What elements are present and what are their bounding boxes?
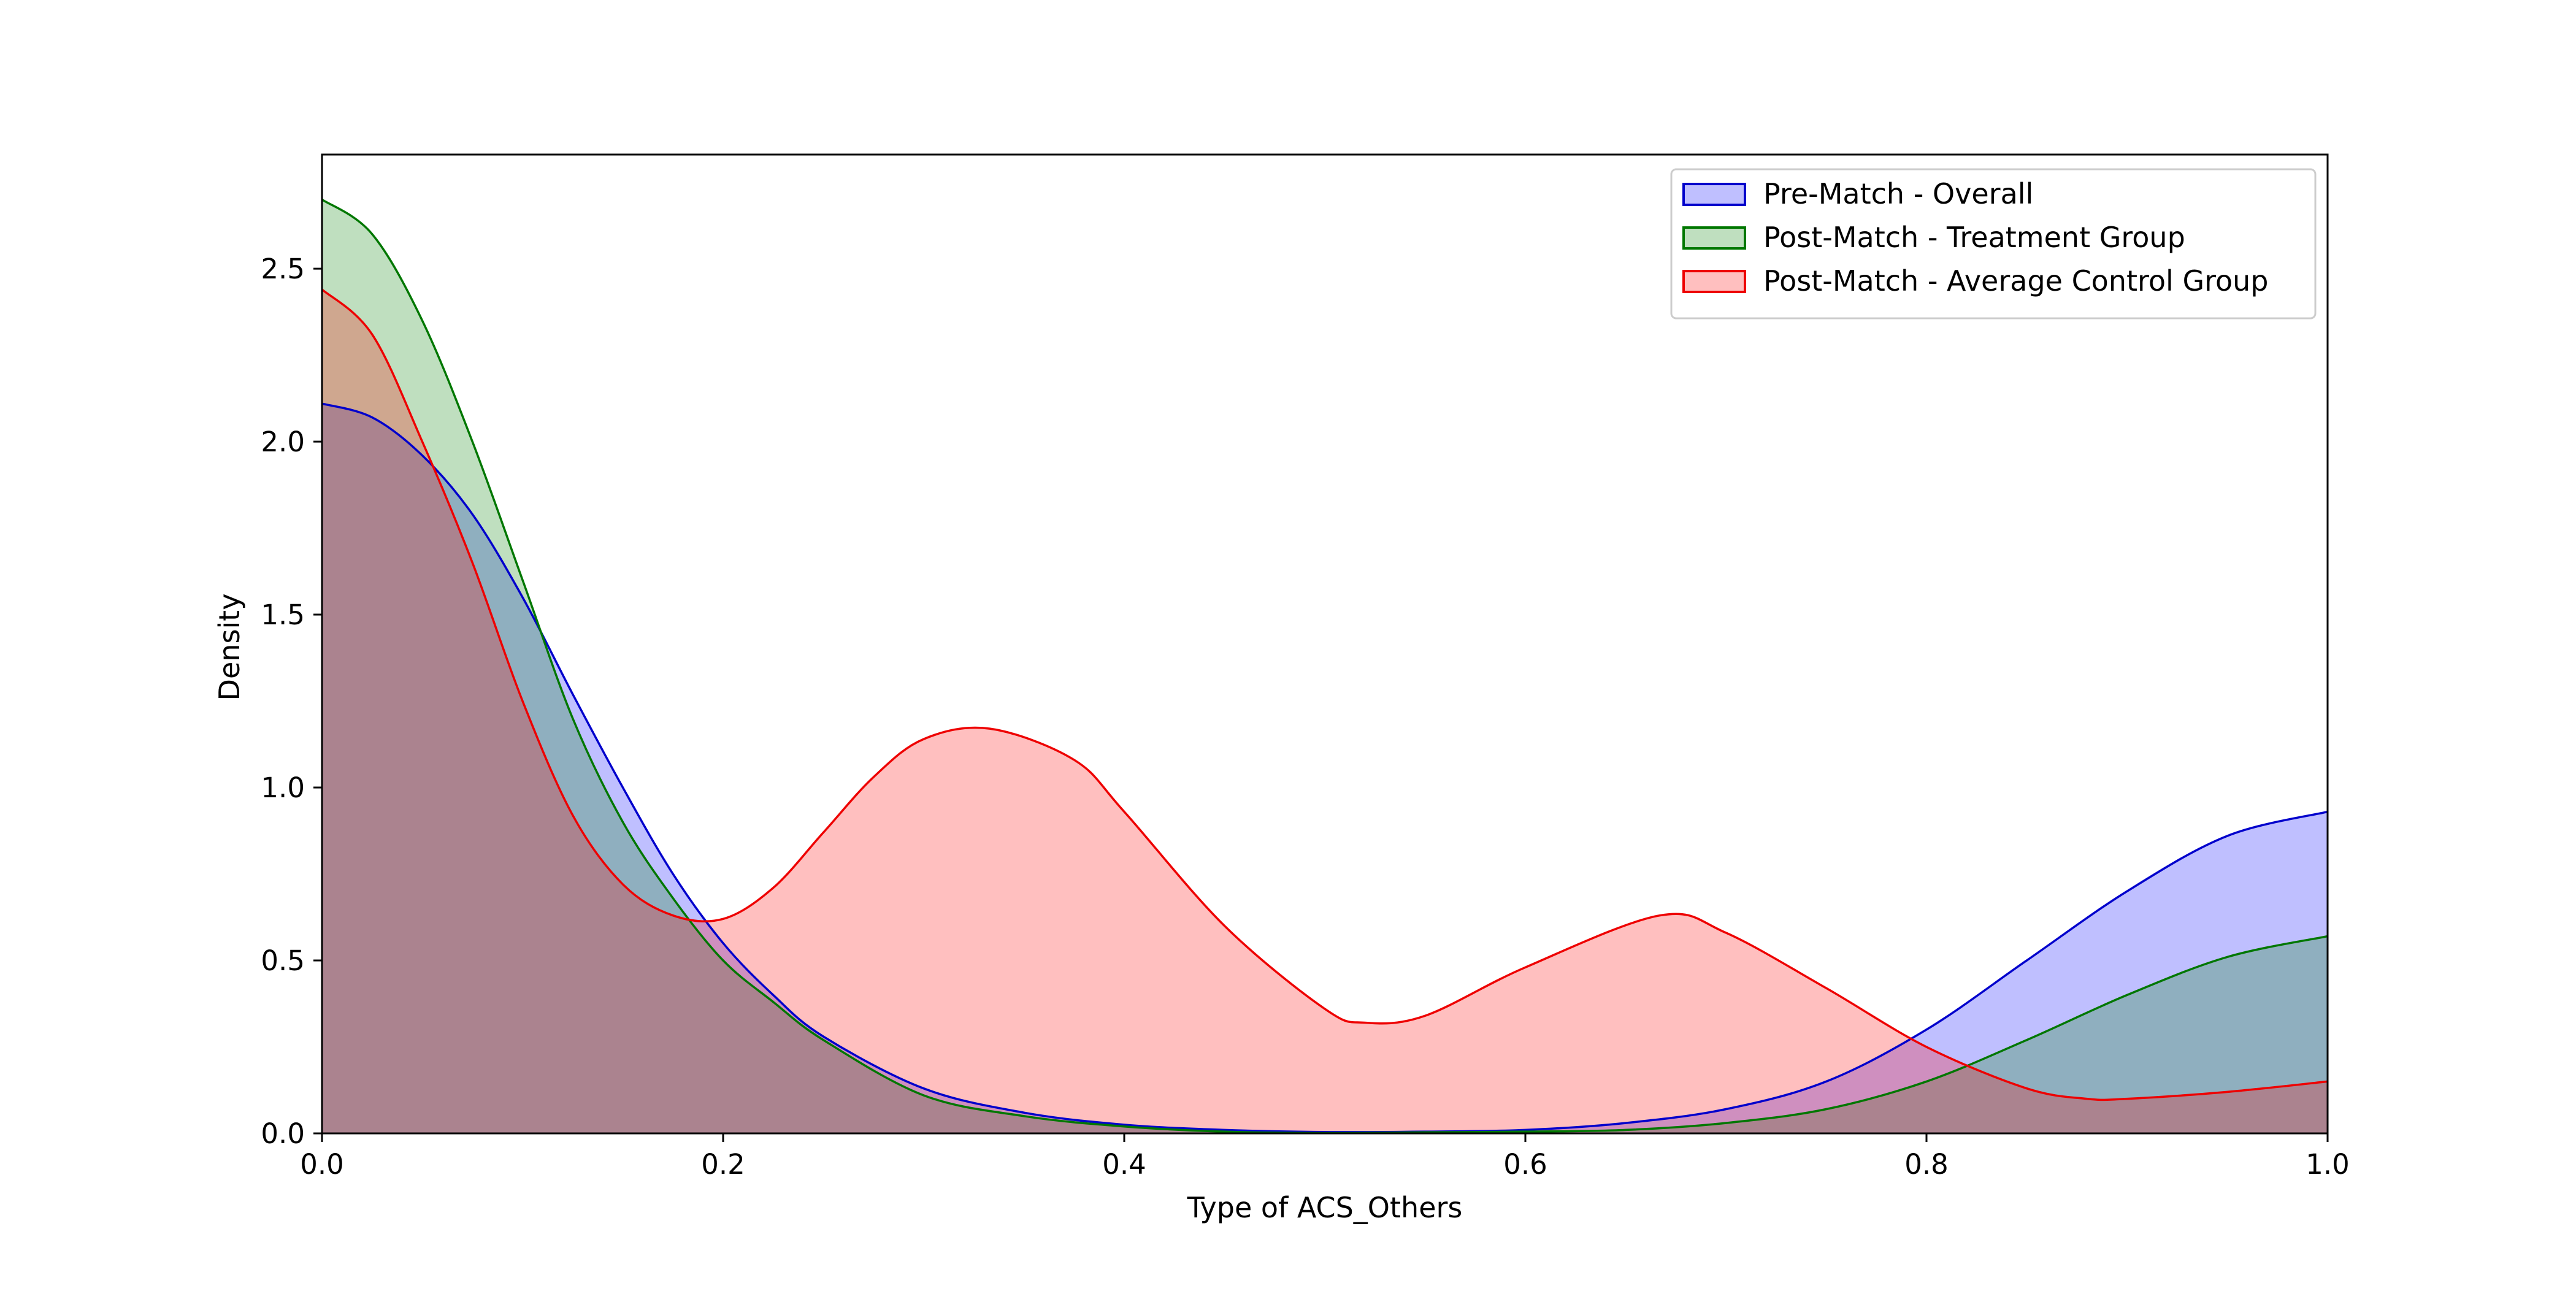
y-axis: 0.0 0.5 1.0 1.5 2.0 2.5: [261, 253, 322, 1150]
line-post-match-treatment-group: [321, 198, 2328, 1135]
x-tick-label: 0.8: [1904, 1148, 1949, 1181]
area-post-match-average-control-group: [322, 289, 2328, 1134]
x-axis: 0.0 0.2 0.4 0.6 0.8 1.0: [300, 1133, 2350, 1181]
y-axis-label: Density: [213, 594, 246, 701]
series-areas: [322, 199, 2328, 1134]
x-axis-label: Type of ACS_Others: [1187, 1191, 1463, 1224]
legend-swatch: [1682, 226, 1746, 250]
legend-label: Post-Match - Treatment Group: [1763, 221, 2185, 254]
y-tick-label: 1.5: [261, 599, 305, 631]
plot-area-frame: [321, 153, 2329, 1135]
legend-swatch: [1682, 270, 1746, 293]
x-tick-label: 1.0: [2306, 1148, 2350, 1181]
legend-label: Pre-Match - Overall: [1763, 177, 2033, 210]
legend-label: Post-Match - Average Control Group: [1763, 264, 2269, 297]
legend-entry: Post-Match - Average Control Group: [1682, 264, 2269, 297]
y-tick-label: 1.0: [261, 772, 305, 804]
line-pre-match-overall: [321, 402, 2328, 1133]
legend-swatch: [1682, 183, 1746, 206]
line-post-match-average-control-group: [321, 288, 2328, 1101]
y-tick-label: 2.0: [261, 426, 305, 458]
legend: Pre-Match - Overall Post-Match - Treatmen…: [1670, 168, 2317, 320]
area-post-match-treatment-group: [322, 199, 2328, 1133]
legend-box: [1670, 168, 2317, 320]
x-tick-label: 0.2: [701, 1148, 745, 1181]
legend-entry: Pre-Match - Overall: [1682, 177, 2033, 210]
y-tick-label: 0.0: [261, 1117, 305, 1150]
legend-entry: Post-Match - Treatment Group: [1682, 221, 2185, 254]
area-pre-match-overall: [322, 404, 2328, 1133]
x-tick-label: 0.6: [1503, 1148, 1547, 1181]
y-tick-label: 0.5: [261, 944, 305, 977]
y-tick-label: 2.5: [261, 253, 305, 285]
x-tick-label: 0.0: [300, 1148, 344, 1181]
x-tick-label: 0.4: [1102, 1148, 1146, 1181]
series-lines: [321, 198, 2328, 1135]
